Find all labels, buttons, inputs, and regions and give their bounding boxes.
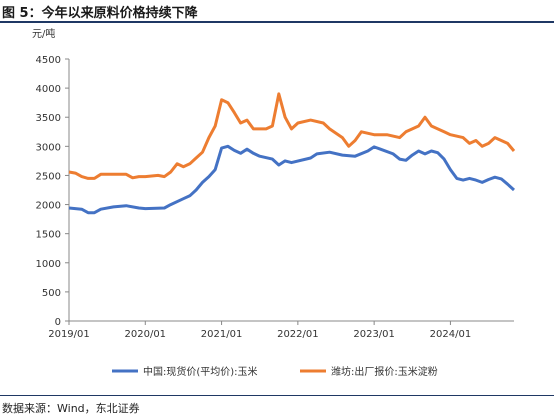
y-tick-label: 1500 (36, 230, 61, 241)
figure-title: 图 5：今年以来原料价格持续下降 (2, 6, 198, 21)
y-tick-label: 500 (42, 288, 61, 299)
y-tick-label: 2500 (36, 171, 61, 182)
y-tick-label: 4500 (36, 55, 61, 66)
title-divider (0, 21, 554, 23)
x-tick-label: 2023/01 (353, 329, 395, 340)
y-axis-unit-label: 元/吨 (32, 27, 55, 40)
series-line-1 (68, 144, 516, 215)
y-tick-label: 3000 (36, 142, 61, 153)
y-tick-label: 3500 (36, 113, 61, 124)
series-line-2 (68, 92, 516, 180)
x-tick-label: 2020/01 (125, 329, 167, 340)
axes: 0 500 1000 1500 2000 2500 3000 3500 4000 4500 2019… (36, 55, 514, 340)
series-layer (68, 92, 516, 215)
legend-label-2: 潍坊:出厂报价:玉米淀粉 (331, 365, 438, 378)
y-tick-label: 0 (55, 317, 61, 328)
legend-label-1: 中国:现货价(平均价):玉米 (143, 365, 258, 378)
x-tick-label: 2022/01 (277, 329, 319, 340)
legend: 中国:现货价(平均价):玉米 潍坊:出厂报价:玉米淀粉 (112, 365, 438, 378)
y-tick-label: 4000 (36, 84, 61, 95)
line-chart: 元/吨 0 500 1000 1500 2000 2500 3000 3500 4000 4500… (32, 27, 516, 378)
y-tick-label: 2000 (36, 201, 61, 212)
source-note: 数据来源：Wind，东北证券 (2, 402, 140, 415)
x-tick-label: 2021/01 (201, 329, 243, 340)
x-tick-label: 2019/01 (48, 329, 90, 340)
y-tick-label: 1000 (36, 259, 61, 270)
x-tick-label: 2024/01 (430, 329, 472, 340)
footer-divider (0, 395, 554, 396)
